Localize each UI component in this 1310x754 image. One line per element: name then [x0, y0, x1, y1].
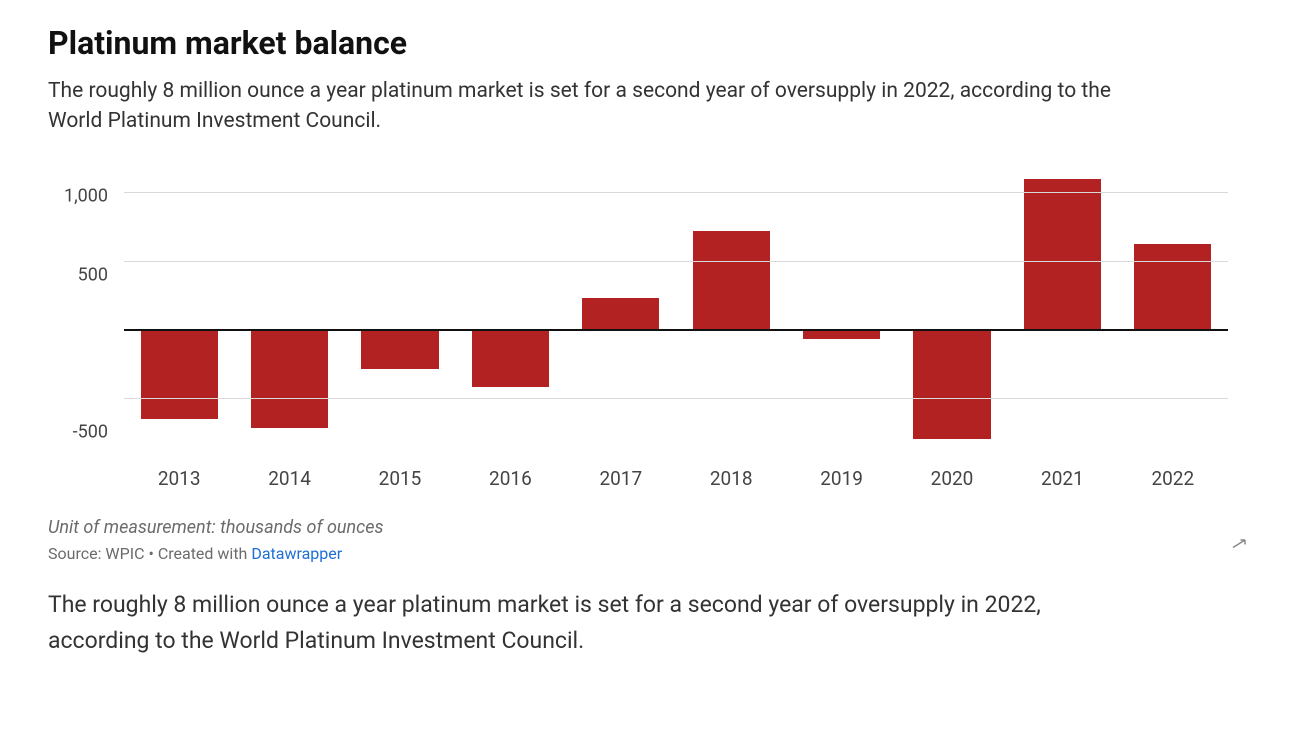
x-tick-label: 2022 [1151, 467, 1194, 490]
bar-slot [1007, 165, 1117, 453]
x-tick-label: 2016 [489, 467, 532, 490]
bar-slot [1118, 165, 1228, 453]
bar [1024, 179, 1101, 330]
x-tick-label: 2017 [599, 467, 642, 490]
chart-title: Platinum market balance [48, 24, 1262, 62]
bar-slot [566, 165, 676, 453]
chart-subtitle: The roughly 8 million ounce a year plati… [48, 76, 1148, 137]
bar [361, 329, 438, 369]
zero-line [124, 329, 1228, 331]
bar-slot [124, 165, 234, 453]
bar [913, 329, 990, 439]
y-tick-label: 1,000 [64, 186, 108, 207]
bar [693, 231, 770, 330]
chart-area: -5005001,000 201320142015201620172018201… [48, 165, 1228, 495]
gridline [124, 261, 1228, 262]
bar-slot [455, 165, 565, 453]
bar-slot [234, 165, 344, 453]
x-tick-label: 2014 [268, 467, 311, 490]
plot-area [124, 165, 1228, 453]
bar-slot [676, 165, 786, 453]
bar [141, 329, 218, 418]
bar [582, 298, 659, 330]
bar-slot [345, 165, 455, 453]
gridline [124, 192, 1228, 193]
bars-container [124, 165, 1228, 453]
y-tick-label: -500 [73, 422, 108, 443]
source-text: Source: WPIC • Created with [48, 544, 251, 563]
footnote-source: Source: WPIC • Created with Datawrapper [48, 544, 1262, 563]
figure-caption: The roughly 8 million ounce a year plati… [48, 587, 1098, 658]
datawrapper-link[interactable]: Datawrapper [251, 544, 342, 563]
x-tick-label: 2018 [710, 467, 753, 490]
bar-slot [786, 165, 896, 453]
bar [472, 329, 549, 387]
x-tick-label: 2020 [931, 467, 974, 490]
x-tick-label: 2013 [158, 467, 201, 490]
x-axis: 2013 2014 2015 2016 2017 2018 2019 2020 2021 2022 [124, 453, 1228, 495]
y-axis: -500 500 1,000 [48, 165, 118, 495]
x-tick-label: 2021 [1041, 467, 1084, 490]
gridline [124, 398, 1228, 399]
bar [1134, 244, 1211, 329]
x-tick-label: 2019 [820, 467, 863, 490]
y-tick-label: 500 [78, 264, 108, 285]
bar [251, 329, 328, 428]
bar-slot [897, 165, 1007, 453]
footnote-unit: Unit of measurement: thousands of ounces [48, 517, 1262, 538]
x-tick-label: 2015 [379, 467, 422, 490]
share-icon[interactable] [1230, 537, 1248, 555]
